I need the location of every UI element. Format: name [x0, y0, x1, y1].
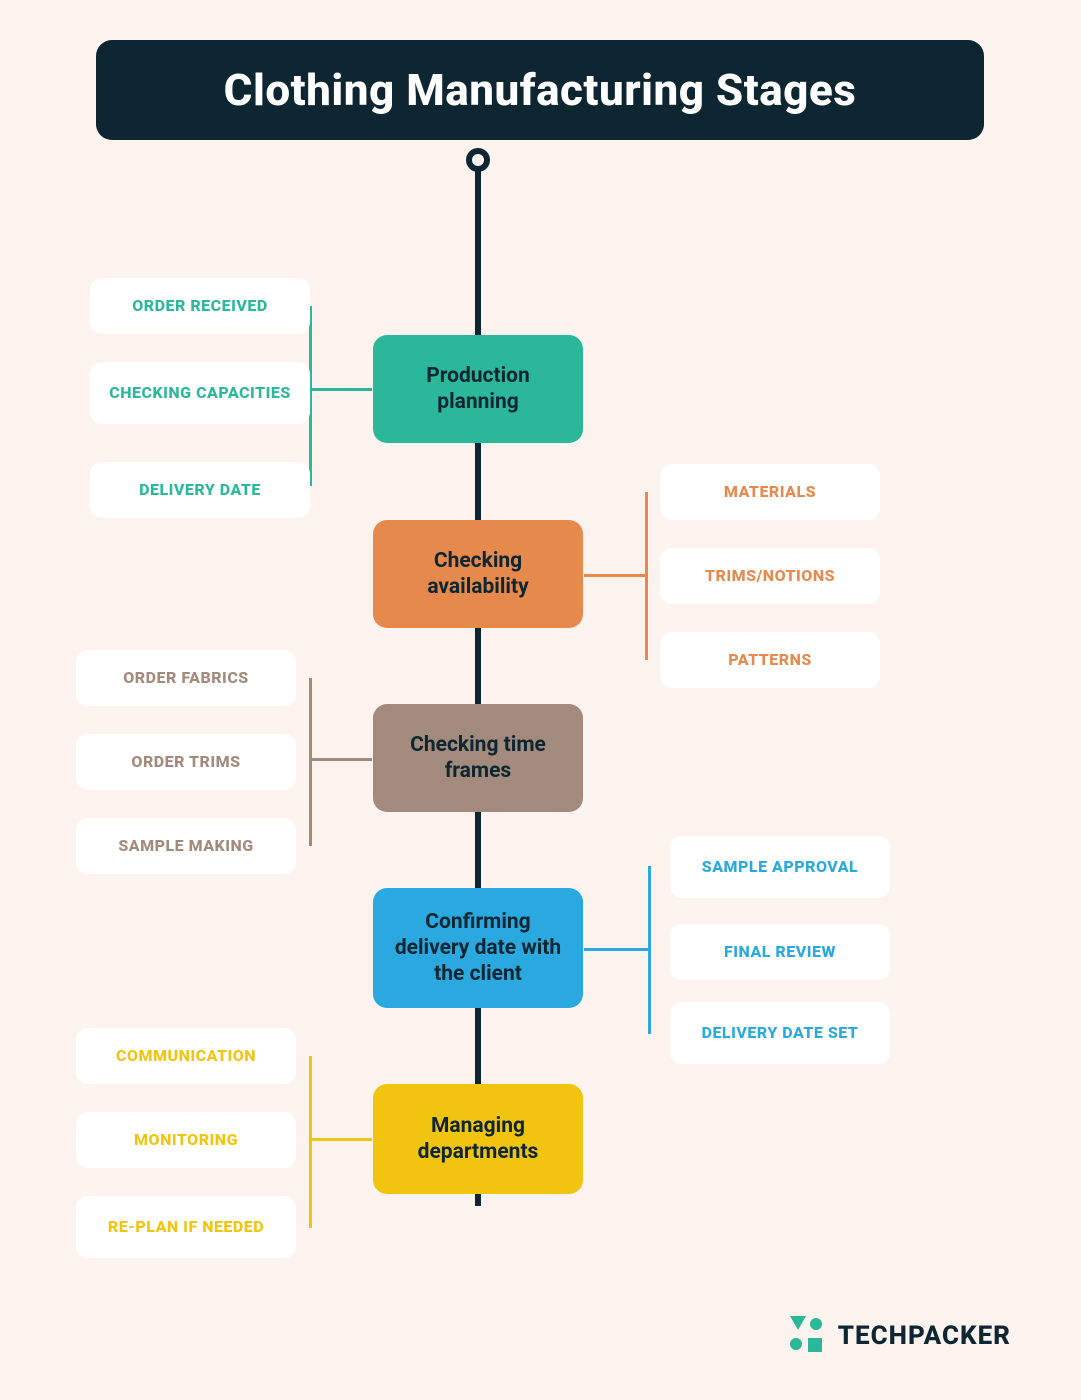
flow-spine-dot [466, 148, 490, 172]
stage-box: Confirming delivery date with the client [373, 888, 583, 1008]
sub-item: DELIVERY DATE SET [670, 1002, 890, 1064]
sub-item-label: SAMPLE APPROVAL [702, 857, 858, 876]
sub-item: CHECKING CAPACITIES [90, 362, 310, 424]
sub-item: ORDER TRIMS [76, 734, 296, 790]
stage-box: Production planning [373, 335, 583, 443]
stage-label: Confirming delivery date with the client [387, 909, 569, 988]
sub-item-label: ORDER FABRICS [123, 668, 248, 687]
title-bar: Clothing Manufacturing Stages [96, 40, 984, 140]
sub-item-label: CHECKING CAPACITIES [109, 383, 291, 402]
stage-label: Checking availability [387, 548, 569, 601]
stage-label: Managing departments [387, 1113, 569, 1166]
sub-item-label: MONITORING [134, 1130, 238, 1149]
flow-spine [475, 156, 481, 1206]
sub-item: COMMUNICATION [76, 1028, 296, 1084]
connector-horizontal [309, 388, 372, 391]
brand-logo-mark [786, 1316, 826, 1356]
sub-item: TRIMS/NOTIONS [660, 548, 880, 604]
sub-item-label: SAMPLE MAKING [118, 836, 253, 855]
sub-item-label: PATTERNS [728, 650, 812, 669]
sub-item-label: ORDER TRIMS [131, 752, 240, 771]
sub-item-label: FINAL REVIEW [724, 942, 836, 961]
sub-item: RE-PLAN IF NEEDED [76, 1196, 296, 1258]
connector-vertical [309, 678, 312, 846]
connector-horizontal [309, 758, 372, 761]
sub-item: MATERIALS [660, 464, 880, 520]
sub-item-label: MATERIALS [724, 482, 816, 501]
sub-item: ORDER RECEIVED [90, 278, 310, 334]
connector-vertical [309, 1056, 312, 1228]
stage-box: Checking availability [373, 520, 583, 628]
page-title: Clothing Manufacturing Stages [224, 64, 857, 116]
sub-item-label: DELIVERY DATE SET [702, 1023, 859, 1042]
sub-item: FINAL REVIEW [670, 924, 890, 980]
sub-item: MONITORING [76, 1112, 296, 1168]
sub-item: PATTERNS [660, 632, 880, 688]
brand-logo-text: TECHPACKER [838, 1321, 1011, 1351]
stage-box: Checking time frames [373, 704, 583, 812]
stage-label: Checking time frames [387, 732, 569, 785]
sub-item: SAMPLE APPROVAL [670, 836, 890, 898]
sub-item-label: DELIVERY DATE [139, 480, 261, 499]
sub-item-label: COMMUNICATION [116, 1046, 256, 1065]
brand-logo: TECHPACKER [786, 1316, 1011, 1356]
connector-horizontal [584, 948, 651, 951]
sub-item-label: TRIMS/NOTIONS [705, 566, 835, 585]
sub-item-label: RE-PLAN IF NEEDED [108, 1217, 264, 1236]
stage-box: Managing departments [373, 1084, 583, 1194]
sub-item: SAMPLE MAKING [76, 818, 296, 874]
connector-horizontal [309, 1138, 372, 1141]
stage-label: Production planning [387, 363, 569, 416]
sub-item-label: ORDER RECEIVED [132, 296, 267, 315]
connector-horizontal [584, 574, 647, 577]
sub-item: DELIVERY DATE [90, 462, 310, 518]
sub-item: ORDER FABRICS [76, 650, 296, 706]
